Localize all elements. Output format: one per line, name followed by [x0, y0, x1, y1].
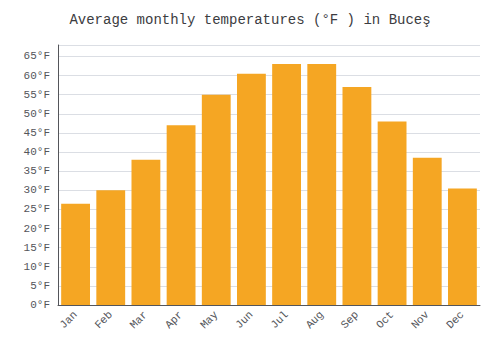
svg-text:50°F: 50°F: [24, 108, 50, 120]
svg-text:Sep: Sep: [339, 309, 361, 331]
svg-text:Feb: Feb: [93, 309, 115, 331]
svg-text:Jul: Jul: [268, 309, 290, 331]
svg-text:Apr: Apr: [163, 309, 185, 331]
svg-text:65°F: 65°F: [24, 50, 50, 62]
svg-text:5°F: 5°F: [30, 280, 50, 292]
svg-text:10°F: 10°F: [24, 261, 50, 273]
svg-text:30°F: 30°F: [24, 184, 50, 196]
svg-text:Oct: Oct: [374, 309, 396, 331]
svg-text:Jan: Jan: [57, 309, 79, 331]
svg-text:35°F: 35°F: [24, 165, 50, 177]
svg-text:20°F: 20°F: [24, 223, 50, 235]
svg-text:40°F: 40°F: [24, 146, 50, 158]
svg-text:15°F: 15°F: [24, 242, 50, 254]
svg-text:May: May: [198, 308, 221, 331]
svg-text:Average monthly temperatures (: Average monthly temperatures (°F ) in Bu…: [69, 12, 430, 28]
svg-text:Nov: Nov: [409, 308, 432, 331]
svg-text:45°F: 45°F: [24, 127, 50, 139]
svg-text:Mar: Mar: [128, 309, 150, 331]
svg-text:0°F: 0°F: [30, 299, 50, 311]
svg-text:60°F: 60°F: [24, 70, 50, 82]
svg-text:55°F: 55°F: [24, 89, 50, 101]
svg-text:Aug: Aug: [304, 309, 326, 331]
svg-text:Jun: Jun: [233, 309, 255, 331]
svg-text:25°F: 25°F: [24, 203, 50, 215]
svg-text:Dec: Dec: [444, 309, 466, 331]
